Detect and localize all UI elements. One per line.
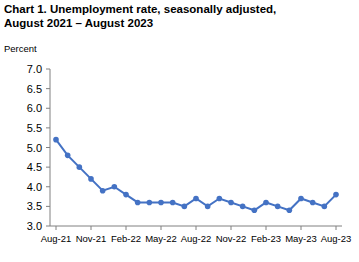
data-point [275, 204, 281, 210]
y-tick-label: 3.0 [27, 220, 42, 232]
x-tick-label: Aug-21 [41, 233, 72, 244]
y-axis-label: Percent [4, 43, 37, 54]
y-tick-label: 7.0 [27, 63, 42, 75]
x-tick-label: Feb-22 [111, 233, 141, 244]
data-point [193, 196, 199, 202]
x-tick [126, 226, 127, 230]
x-tick [336, 226, 337, 230]
x-tick-label: Nov-22 [216, 233, 247, 244]
x-tick-label: Aug-23 [321, 233, 352, 244]
data-point [228, 200, 234, 206]
x-tick [91, 226, 92, 230]
y-tick [46, 147, 50, 148]
subtitle: August 2021 – August 2023 [4, 17, 153, 29]
x-tick [196, 226, 197, 230]
y-tick [46, 69, 50, 70]
data-point [100, 188, 106, 194]
data-point [182, 204, 188, 210]
y-tick-label: 4.5 [27, 161, 42, 173]
data-point [158, 200, 164, 206]
data-point [322, 204, 328, 210]
data-point [112, 184, 118, 190]
data-point [252, 208, 258, 214]
data-point [240, 204, 246, 210]
y-tick-label: 5.5 [27, 122, 42, 134]
data-point [298, 196, 304, 202]
data-point [287, 208, 293, 214]
data-point [65, 153, 71, 159]
data-point [205, 204, 211, 210]
x-tick [266, 226, 267, 230]
data-point [217, 196, 223, 202]
plot-area [53, 137, 339, 213]
data-point [333, 192, 339, 198]
x-tick [56, 226, 57, 230]
chart: Chart 1. Unemployment rate, seasonally a… [0, 0, 359, 262]
x-tick-label: Nov-21 [76, 233, 107, 244]
data-point [310, 200, 316, 206]
data-point [147, 200, 153, 206]
x-tick-label: Aug-22 [181, 233, 212, 244]
x-tick [231, 226, 232, 230]
y-tick [46, 167, 50, 168]
y-tick [46, 186, 50, 187]
y-axis [50, 69, 51, 226]
x-tick-label: May-23 [285, 233, 317, 244]
y-tick-label: 6.0 [27, 102, 42, 114]
x-tick-label: Feb-23 [251, 233, 281, 244]
y-tick-label: 5.0 [27, 142, 42, 154]
y-tick [46, 88, 50, 89]
title: Chart 1. Unemployment rate, seasonally a… [4, 3, 276, 15]
x-tick [161, 226, 162, 230]
y-tick-label: 3.5 [27, 200, 42, 212]
x-tick [301, 226, 302, 230]
y-tick [46, 226, 50, 227]
series-line [56, 140, 336, 211]
y-tick [46, 108, 50, 109]
data-point [263, 200, 269, 206]
data-point [170, 200, 176, 206]
data-point [77, 164, 83, 170]
data-point [123, 192, 129, 198]
data-point [53, 137, 59, 143]
y-tick [46, 206, 50, 207]
y-tick-label: 4.0 [27, 181, 42, 193]
data-point [88, 176, 94, 182]
data-point [135, 200, 141, 206]
x-tick-label: May-22 [145, 233, 177, 244]
y-tick [46, 127, 50, 128]
y-tick-label: 6.5 [27, 83, 42, 95]
